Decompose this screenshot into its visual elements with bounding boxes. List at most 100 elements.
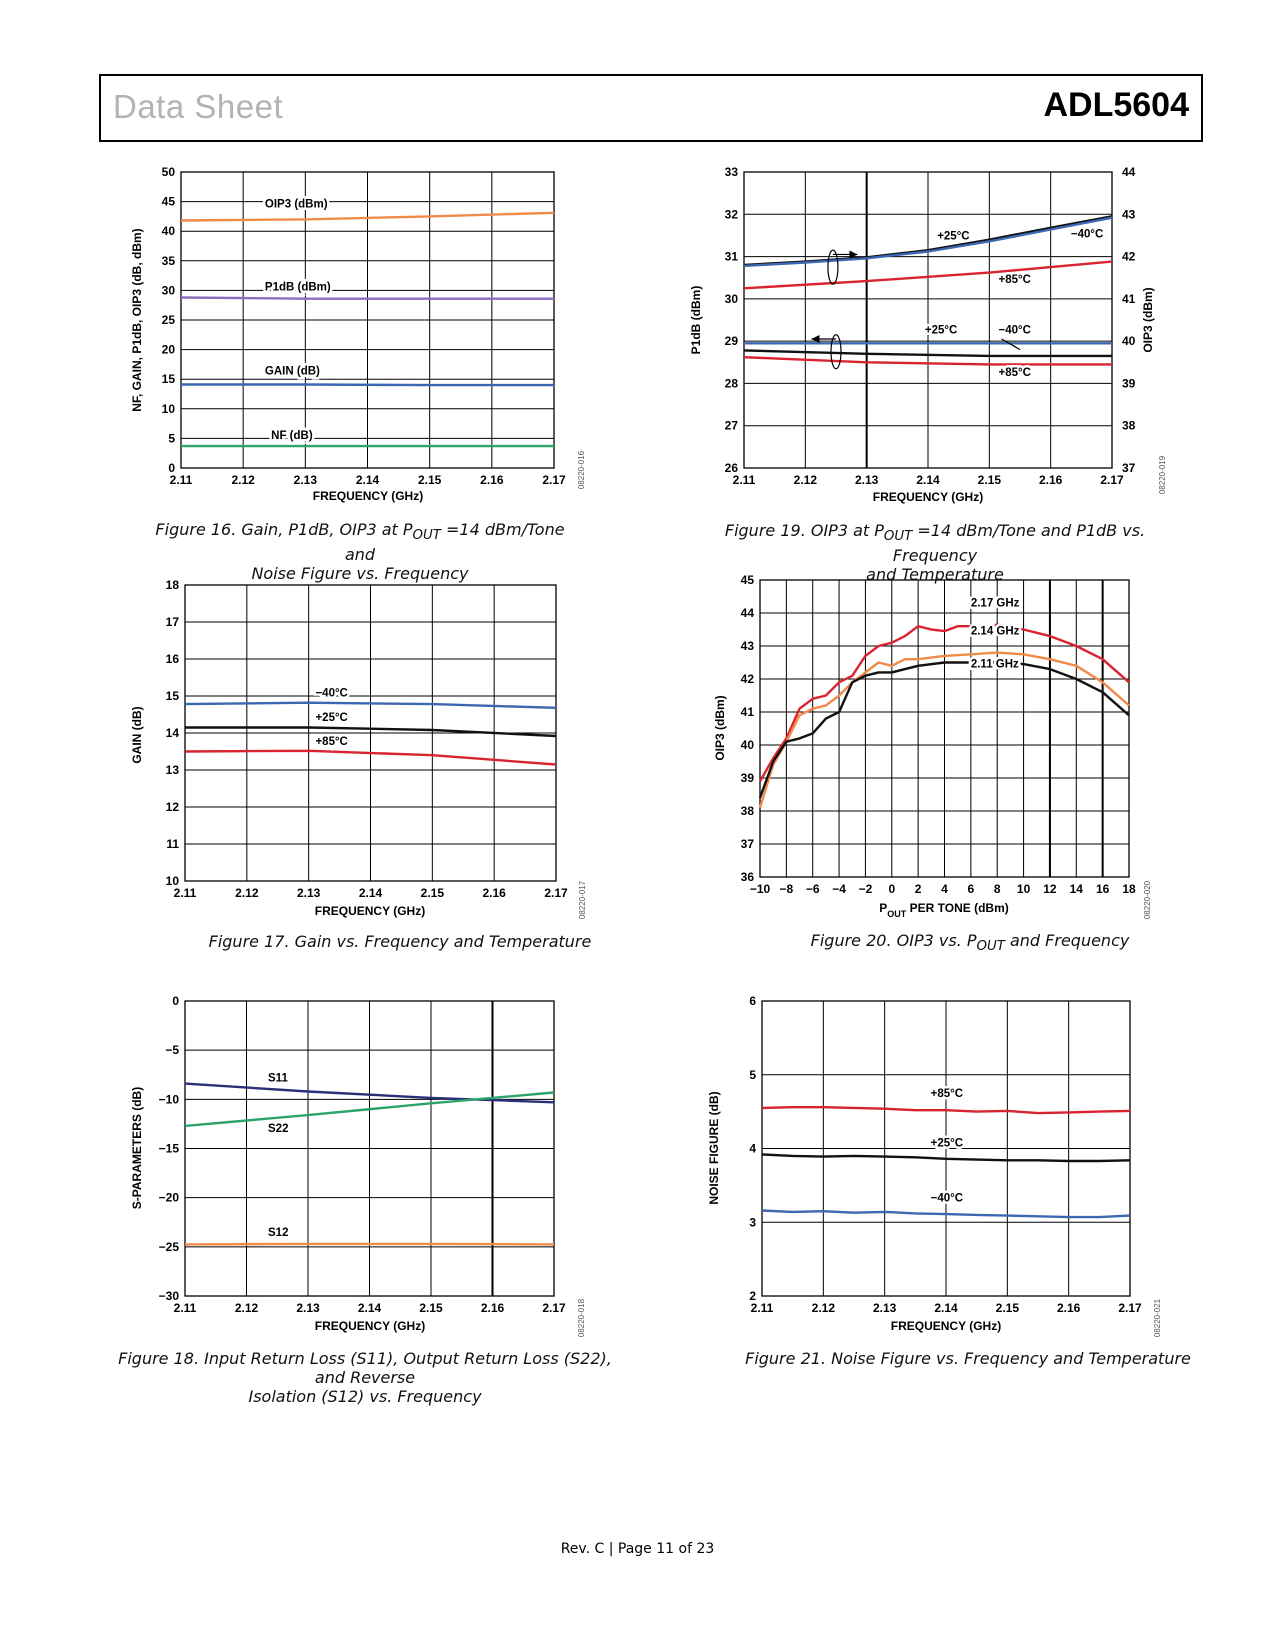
series-line — [743, 356, 1112, 366]
x-tick-label: 2.13 — [855, 473, 879, 487]
y-tick-label: 17 — [166, 615, 180, 629]
series-annotation: S11 — [268, 1073, 288, 1085]
y-tick-label: 44 — [741, 606, 755, 620]
x-tick-label: 2.16 — [1039, 473, 1063, 487]
left-arrow-head-icon — [811, 335, 820, 344]
fig19-chart: 2.11 2.12 2.13 2.14 2.15 2.16 2.17 26 27 28 29 30 31… — [689, 165, 1167, 504]
y-tick-label: −5 — [165, 1043, 179, 1057]
x-tick-label: 2.17 — [544, 886, 568, 900]
x-tick-label: 2.14 — [359, 886, 383, 900]
y-tick-label: 0 — [168, 461, 175, 475]
y-axis-label: P1dB (dBm) — [689, 286, 703, 355]
x-tick-label: 2.13 — [297, 886, 321, 900]
y-tick-label: 2 — [749, 1289, 756, 1303]
x-tick-label: 2.13 — [873, 1301, 897, 1315]
fig18-chart: 2.11 2.12 2.13 2.14 2.15 2.16 2.17 −30 −25 −20 −15… — [130, 994, 586, 1337]
series-line — [758, 651, 1130, 809]
series-annotation: +85°C — [999, 367, 1031, 379]
y-tick-label: −30 — [159, 1289, 180, 1303]
axis-pointer-ellipse — [827, 249, 839, 285]
figure-code: 08220-020 — [1143, 880, 1152, 919]
x-axis-label: POUT PER TONE (dBm) — [879, 901, 1008, 919]
series-annotation: +25°C — [931, 1137, 963, 1149]
x-tick-label: 2.11 — [733, 473, 756, 487]
fig17-chart: 2.11 2.12 2.13 2.14 2.15 2.16 2.17 10 11 12 13 14 15… — [130, 578, 587, 919]
series-annotation: +85°C — [999, 274, 1031, 286]
x-tick-label: 12 — [1043, 882, 1057, 896]
header-part-number: ADL5604 — [1043, 86, 1189, 124]
x-tick-label: 2.16 — [481, 1301, 505, 1315]
x-tick-label: 2.17 — [542, 1301, 566, 1315]
series-annotation: P1dB (dBm) — [265, 281, 331, 293]
series-line — [761, 1153, 1131, 1163]
y-tick-label: 18 — [166, 578, 180, 592]
axis-pointer-ellipse — [830, 334, 842, 370]
series-annotation: +85°C — [931, 1088, 963, 1100]
header-doc-type: Data Sheet — [113, 88, 284, 125]
x-tick-label: 2.12 — [794, 473, 818, 487]
x-axis-label: FREQUENCY (GHz) — [315, 904, 425, 918]
y-tick-label: 28 — [725, 376, 739, 390]
series-line — [184, 1242, 555, 1246]
series-line — [761, 1209, 1131, 1219]
x-tick-label: −2 — [859, 882, 873, 896]
figure-code: 08220-021 — [1153, 1298, 1162, 1337]
x-tick-label: 8 — [994, 882, 1001, 896]
y-tick-label: 41 — [741, 705, 755, 719]
x-tick-label: 2.12 — [235, 886, 259, 900]
x-tick-label: 2.12 — [231, 473, 255, 487]
series-annotation: 2.11 GHz — [971, 658, 1019, 670]
y-tick-label: 16 — [166, 652, 180, 666]
x-tick-label: 2.15 — [421, 886, 445, 900]
y-tick-label: 30 — [162, 283, 176, 297]
series-line — [184, 701, 557, 709]
y-tick-label: 0 — [172, 994, 179, 1008]
series-annotation: NF (dB) — [271, 430, 313, 442]
y2-tick-label: 41 — [1122, 292, 1136, 306]
fig16-caption: Figure 16. Gain, P1dB, OIP3 at POUT =14 … — [155, 520, 565, 584]
y-tick-label: 14 — [166, 726, 180, 740]
x-tick-label: 2.17 — [542, 473, 566, 487]
series-annotation: −40°C — [1071, 229, 1103, 241]
x-tick-label: 2.14 — [916, 473, 940, 487]
x-tick-label: 10 — [1017, 882, 1031, 896]
x-tick-label: 0 — [888, 882, 895, 896]
fig18-caption: Figure 18. Input Return Loss (S11), Outp… — [118, 1349, 612, 1406]
y-tick-label: 20 — [162, 343, 176, 357]
series-annotation: −40°C — [931, 1193, 963, 1205]
series-line — [761, 1105, 1131, 1115]
x-tick-label: 2.16 — [1057, 1301, 1081, 1315]
y-tick-label: 12 — [166, 800, 180, 814]
series-line — [743, 349, 1112, 358]
fig21-caption: Figure 21. Noise Figure vs. Frequency an… — [745, 1349, 1191, 1368]
y-axis-label: NOISE FIGURE (dB) — [707, 1091, 721, 1204]
y-tick-label: 32 — [725, 207, 739, 221]
fig19-caption: Figure 19. OIP3 at POUT =14 dBm/Tone and… — [724, 521, 1146, 585]
y-tick-label: 27 — [725, 419, 739, 433]
x-tick-label: 2.13 — [294, 473, 318, 487]
x-axis-label: FREQUENCY (GHz) — [315, 1319, 425, 1333]
y-tick-label: 15 — [166, 689, 180, 703]
y-tick-label: 30 — [725, 292, 739, 306]
y-tick-label: 6 — [749, 994, 756, 1008]
y-tick-label: 40 — [162, 224, 176, 238]
x-tick-label: 2.12 — [235, 1301, 259, 1315]
fig20-caption: Figure 20. OIP3 vs. POUT and Frequency — [810, 931, 1130, 955]
x-tick-label: 2.17 — [1100, 473, 1124, 487]
y2-tick-label: 39 — [1122, 376, 1136, 390]
y2-tick-label: 43 — [1122, 207, 1136, 221]
y-tick-label: 39 — [741, 771, 755, 785]
series-line — [184, 1091, 555, 1128]
series-line — [184, 1082, 555, 1104]
x-tick-label: −8 — [780, 882, 794, 896]
y2-tick-label: 37 — [1122, 461, 1136, 475]
x-tick-label: 2.12 — [812, 1301, 836, 1315]
y-tick-label: −20 — [159, 1191, 180, 1205]
series-annotation: +85°C — [315, 736, 347, 748]
y-tick-label: 10 — [162, 402, 176, 416]
x-axis-label: FREQUENCY (GHz) — [873, 490, 983, 504]
y-axis-label: S-PARAMETERS (dB) — [130, 1087, 144, 1209]
series-annotation: S12 — [268, 1227, 288, 1239]
y2-tick-label: 38 — [1122, 419, 1136, 433]
